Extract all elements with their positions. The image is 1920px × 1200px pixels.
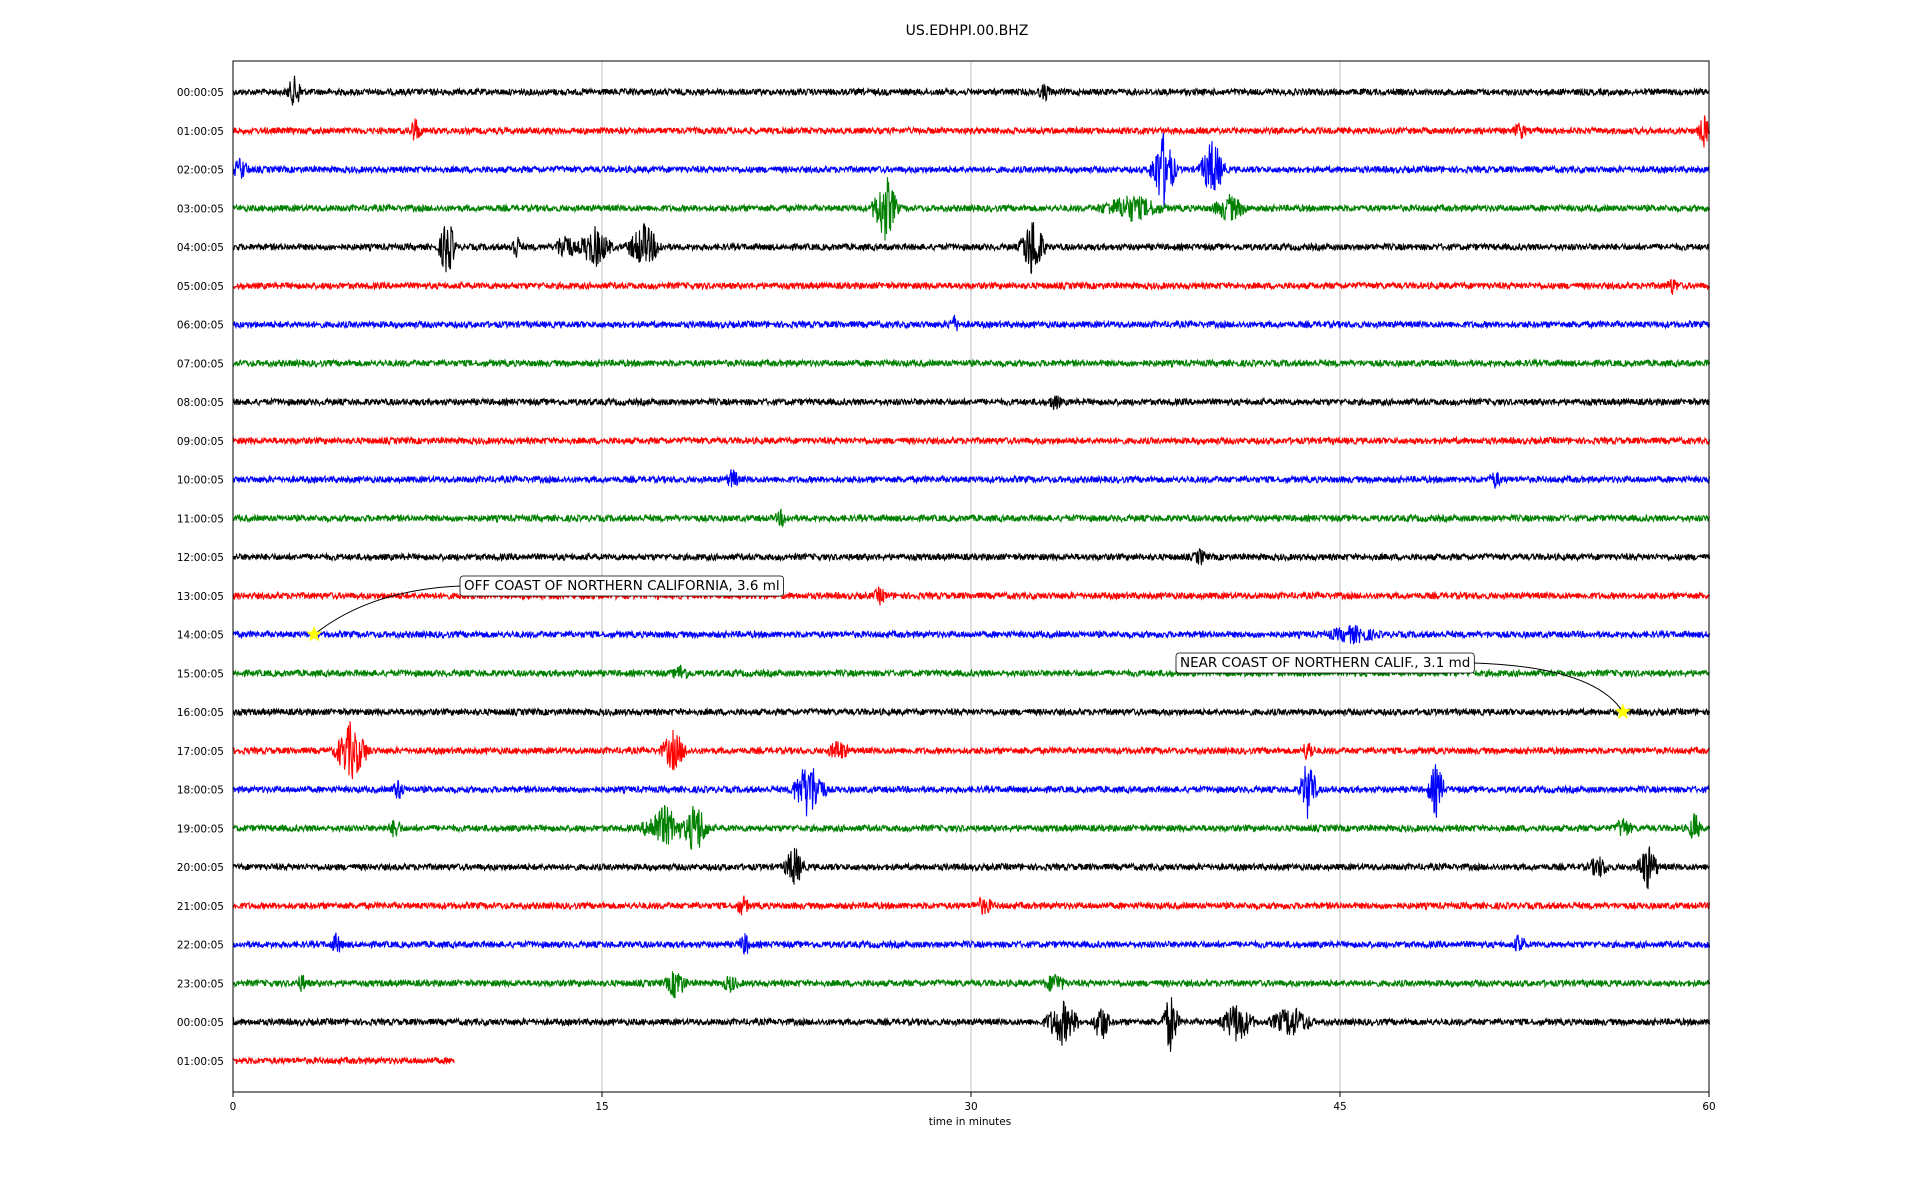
trace-line bbox=[232, 115, 1711, 148]
trace-line bbox=[232, 804, 1711, 850]
event-star-marker bbox=[305, 625, 323, 642]
trace-line bbox=[232, 971, 1711, 999]
trace-line bbox=[232, 395, 1711, 410]
trace-line bbox=[232, 997, 1711, 1052]
annotation-connector bbox=[1474, 662, 1624, 713]
trace-line bbox=[232, 548, 1711, 566]
trace-line bbox=[232, 508, 1711, 528]
row-label: 22:00:05 bbox=[177, 940, 224, 952]
x-tick-label: 60 bbox=[1702, 1101, 1715, 1113]
traces bbox=[232, 75, 1711, 1066]
trace-line bbox=[232, 706, 1711, 718]
annotation-text: NEAR COAST OF NORTHERN CALIF., 3.1 md bbox=[1180, 655, 1470, 671]
row-label: 23:00:05 bbox=[177, 978, 224, 990]
row-label: 01:00:05 bbox=[177, 126, 224, 138]
row-label: 09:00:05 bbox=[177, 436, 224, 448]
trace-line bbox=[232, 624, 1711, 645]
row-label: 06:00:05 bbox=[177, 320, 224, 332]
x-tick-label: 30 bbox=[964, 1101, 977, 1113]
chart-title: US.EDHPI.00.BHZ bbox=[906, 23, 1029, 39]
row-label: 04:00:05 bbox=[177, 242, 224, 254]
row-label: 05:00:05 bbox=[177, 281, 224, 293]
trace-line bbox=[232, 932, 1711, 956]
row-label: 21:00:05 bbox=[177, 901, 224, 913]
row-label: 00:00:05 bbox=[177, 87, 224, 99]
row-label: 03:00:05 bbox=[177, 203, 224, 215]
row-labels: 00:00:05 01:00:05 02:00:05 03:00:05 04:00:05… bbox=[177, 87, 224, 1068]
trace-line bbox=[232, 279, 1711, 295]
event-annotation: OFF COAST OF NORTHERN CALIFORNIA, 3.6 ml bbox=[305, 575, 785, 642]
row-label: 10:00:05 bbox=[177, 475, 224, 487]
row-label: 02:00:05 bbox=[177, 165, 224, 177]
row-label: 11:00:05 bbox=[177, 513, 224, 525]
trace-line bbox=[232, 133, 1710, 208]
event-annotation: NEAR COAST OF NORTHERN CALIF., 3.1 md bbox=[1175, 652, 1632, 720]
row-label: 20:00:05 bbox=[177, 862, 224, 874]
x-axis-label: time in minutes bbox=[929, 1116, 1011, 1128]
trace-line bbox=[232, 764, 1711, 819]
trace-line bbox=[232, 895, 1711, 916]
row-label: 13:00:05 bbox=[177, 591, 224, 603]
row-label: 15:00:05 bbox=[177, 668, 224, 680]
event-star-marker bbox=[1614, 703, 1632, 720]
row-label: 01:00:05 bbox=[177, 1056, 224, 1068]
trace-line bbox=[232, 222, 1710, 274]
x-tick-label: 15 bbox=[595, 1101, 608, 1113]
trace-line bbox=[232, 1055, 455, 1066]
row-label: 08:00:05 bbox=[177, 397, 224, 409]
x-axis-ticks: 0 15 30 45 60 bbox=[230, 1092, 1716, 1113]
trace-line bbox=[232, 314, 1711, 332]
trace-line bbox=[232, 177, 1711, 241]
trace-line bbox=[232, 469, 1711, 489]
row-label: 16:00:05 bbox=[177, 707, 224, 719]
row-label: 14:00:05 bbox=[177, 630, 224, 642]
row-label: 07:00:05 bbox=[177, 358, 224, 370]
row-label: 00:00:05 bbox=[177, 1017, 224, 1029]
annotation-text: OFF COAST OF NORTHERN CALIFORNIA, 3.6 ml bbox=[464, 578, 780, 594]
trace-line bbox=[232, 75, 1710, 106]
x-tick-label: 0 bbox=[230, 1101, 237, 1113]
row-label: 19:00:05 bbox=[177, 823, 224, 835]
row-label: 17:00:05 bbox=[177, 746, 224, 758]
trace-line bbox=[232, 435, 1711, 447]
x-tick-label: 45 bbox=[1333, 1101, 1346, 1113]
row-label: 12:00:05 bbox=[177, 552, 224, 564]
trace-line bbox=[232, 846, 1710, 890]
annotation-connector bbox=[313, 585, 461, 635]
trace-line bbox=[232, 721, 1711, 780]
trace-line bbox=[232, 358, 1711, 369]
annotations: OFF COAST OF NORTHERN CALIFORNIA, 3.6 ml… bbox=[305, 575, 1632, 720]
row-label: 18:00:05 bbox=[177, 785, 224, 797]
